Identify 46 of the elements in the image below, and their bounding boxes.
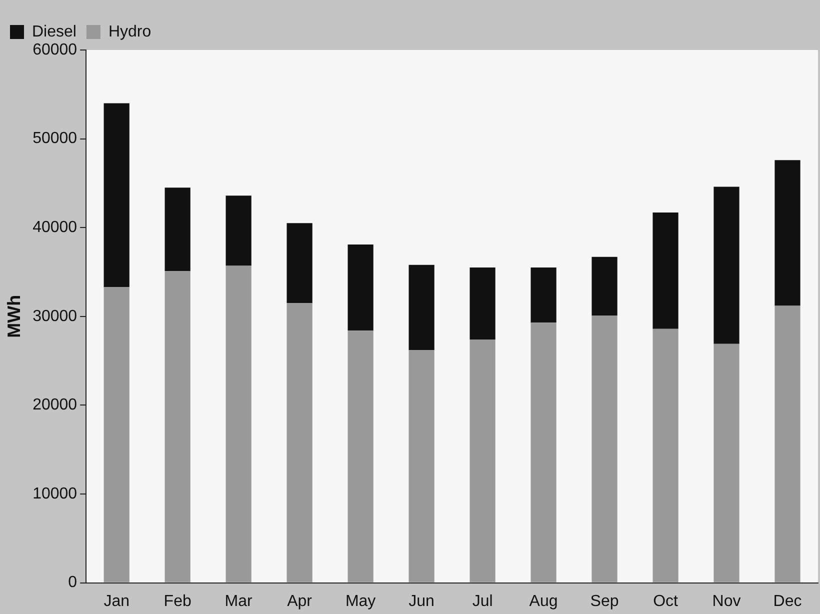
x-tick-label: Oct: [653, 592, 679, 610]
bar: [408, 264, 434, 350]
x-tick-label: Mar: [224, 592, 254, 610]
bar: [714, 186, 740, 344]
x-tick-label: Sep: [590, 592, 619, 610]
y-tick-label: 20000: [32, 396, 78, 414]
y-tick-label: 50000: [32, 130, 78, 148]
y-tick-label: 40000: [32, 219, 78, 236]
bar: [226, 196, 252, 266]
x-tick-label: Feb: [164, 592, 192, 610]
x-tick-label: Jun: [408, 592, 434, 610]
y-tick-label: 10000: [32, 485, 78, 502]
bar: [164, 271, 190, 582]
legend-label: Hydro: [108, 23, 152, 40]
bar: [592, 256, 618, 316]
bar: [286, 303, 312, 582]
legend-label: Diesel: [32, 23, 76, 40]
y-tick-label: 60000: [32, 41, 78, 58]
bar: [104, 103, 130, 288]
bar: [714, 344, 740, 582]
bar: [408, 350, 434, 582]
bar: [530, 268, 556, 323]
bar: [774, 306, 800, 582]
bar: [348, 330, 374, 582]
bar: [348, 244, 374, 331]
bar: [104, 287, 130, 582]
x-tick-label: Nov: [712, 592, 741, 610]
bar: [592, 316, 618, 582]
y-tick-label: 0: [68, 574, 78, 592]
bar: [226, 266, 252, 582]
y-axis-title: MWh: [4, 294, 24, 338]
x-tick-label: Apr: [287, 592, 313, 610]
x-tick-label: Jul: [472, 592, 493, 610]
x-tick-label: Dec: [773, 592, 802, 610]
x-tick-label: May: [345, 592, 376, 610]
bar: [470, 339, 496, 582]
bar: [164, 188, 190, 272]
x-tick-label: Jan: [104, 592, 130, 610]
bar: [652, 212, 678, 329]
bar: [652, 328, 678, 582]
y-tick-label: 30000: [32, 308, 78, 325]
bar: [470, 268, 496, 340]
bar: [286, 223, 312, 304]
bar: [530, 322, 556, 582]
bar: [774, 160, 800, 306]
x-tick-label: Aug: [529, 592, 558, 610]
